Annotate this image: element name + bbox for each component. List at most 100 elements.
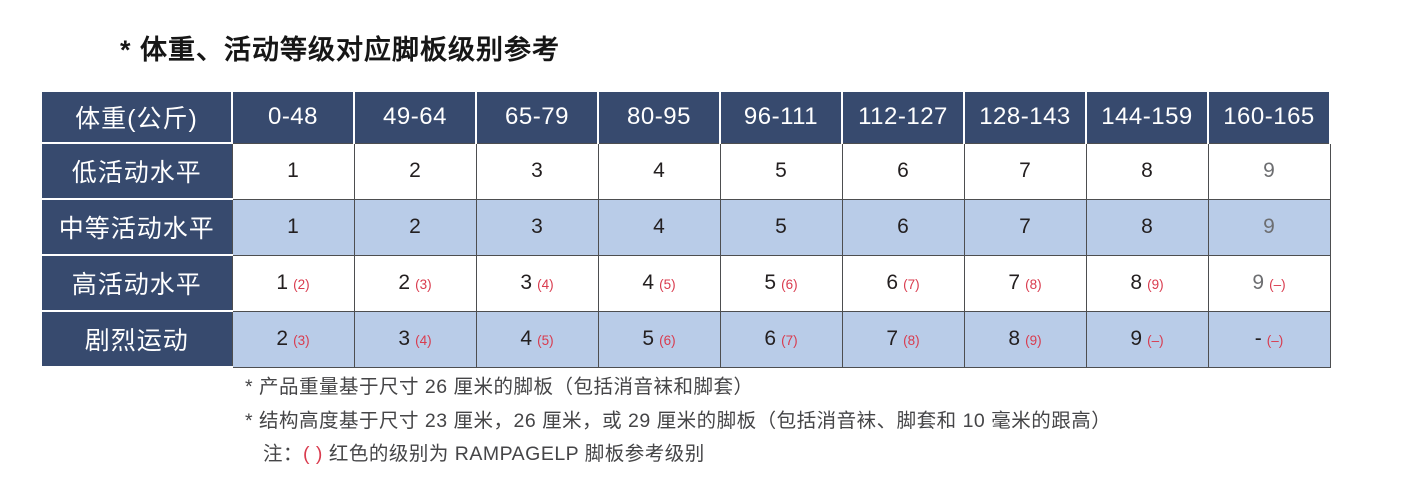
level-cell: 5 (6) xyxy=(719,254,843,312)
level-cell: 1 xyxy=(231,142,355,200)
level-value: 3 xyxy=(531,159,543,182)
level-cell: 7 (8) xyxy=(841,310,965,368)
level-value: 1 xyxy=(287,159,299,182)
row-label-cell: 低活动水平 xyxy=(42,142,233,200)
level-value: 6 xyxy=(897,159,909,182)
level-value: 8 xyxy=(1141,159,1153,182)
footnote-note-prefix: 注： xyxy=(263,443,304,465)
level-alt-value: (9) xyxy=(1147,277,1164,292)
range-header-cell: 0-48 xyxy=(231,92,355,144)
level-value: 3 xyxy=(398,327,411,350)
range-header-cell: 128-143 xyxy=(963,92,1087,144)
level-value: 8 xyxy=(1008,327,1021,350)
level-value: 9 xyxy=(1263,215,1275,238)
level-value: 2 xyxy=(398,271,411,294)
level-cell: 3 xyxy=(475,198,599,256)
row-label-cell: 高活动水平 xyxy=(42,254,233,312)
level-cell: 3 (4) xyxy=(475,254,599,312)
range-header-cell: 49-64 xyxy=(353,92,477,144)
level-alt-value: (3) xyxy=(293,333,310,348)
level-cell: 4 (5) xyxy=(475,310,599,368)
range-header-cell: 112-127 xyxy=(841,92,965,144)
activity-row-extreme: 剧烈运动 2 (3) 3 (4) 4 (5) 5 (6) 6 (7) 7 (8) 8 (9) … xyxy=(42,310,1331,368)
level-value: 6 xyxy=(886,271,899,294)
range-header-cell: 96-111 xyxy=(719,92,843,144)
level-cell: 6 xyxy=(841,198,965,256)
level-cell: 9 xyxy=(1207,142,1331,200)
level-alt-value: (2) xyxy=(293,277,310,292)
row-label-cell: 剧烈运动 xyxy=(42,310,233,368)
level-value: 9 xyxy=(1263,159,1275,182)
level-value: 2 xyxy=(276,327,289,350)
level-value: 5 xyxy=(775,159,787,182)
level-cell: 1 xyxy=(231,198,355,256)
row-label-cell: 中等活动水平 xyxy=(42,198,233,256)
level-value: 9 xyxy=(1130,327,1143,350)
level-alt-value: (8) xyxy=(1025,277,1042,292)
weight-activity-table: 体重(公斤) 0-48 49-64 65-79 80-95 96-111 112… xyxy=(42,92,1331,368)
level-value: 2 xyxy=(409,159,421,182)
level-value: - xyxy=(1254,327,1262,350)
range-header-cell: 160-165 xyxy=(1207,92,1331,144)
level-cell: 6 (7) xyxy=(841,254,965,312)
activity-row-medium: 中等活动水平 1 2 3 4 5 6 7 8 9 xyxy=(42,198,1331,256)
level-cell: 9 (–) xyxy=(1207,254,1331,312)
level-cell: 4 (5) xyxy=(597,254,721,312)
level-value: 4 xyxy=(653,215,665,238)
level-alt-value: (–) xyxy=(1266,333,1284,348)
level-cell: 7 xyxy=(963,198,1087,256)
level-value: 2 xyxy=(409,215,421,238)
level-cell: 9 xyxy=(1207,198,1331,256)
level-alt-value: (4) xyxy=(537,277,554,292)
level-alt-value: (–) xyxy=(1147,333,1164,348)
level-cell: 5 xyxy=(719,198,843,256)
footnote-product-weight: * 产品重量基于尺寸 26 厘米的脚板（包括消音袜和脚套） xyxy=(245,376,754,398)
range-header-cell: 80-95 xyxy=(597,92,721,144)
level-value: 7 xyxy=(886,327,899,350)
level-cell: 3 xyxy=(475,142,599,200)
level-value: 6 xyxy=(897,215,909,238)
level-value: 8 xyxy=(1141,215,1153,238)
level-cell: 8 (9) xyxy=(963,310,1087,368)
footnote-note-text: 红色的级别为 RAMPAGELP 脚板参考级别 xyxy=(322,443,705,465)
level-alt-value: (4) xyxy=(415,333,432,348)
level-cell: 4 xyxy=(597,198,721,256)
level-cell: 5 xyxy=(719,142,843,200)
level-cell: 9 (–) xyxy=(1085,310,1209,368)
page-title: * 体重、活动等级对应脚板级别参考 xyxy=(120,35,561,65)
level-value: 7 xyxy=(1019,215,1031,238)
level-cell: 7 (8) xyxy=(963,254,1087,312)
level-alt-value: (9) xyxy=(1025,333,1042,348)
weight-header-cell: 体重(公斤) xyxy=(42,92,233,144)
header-row: 体重(公斤) 0-48 49-64 65-79 80-95 96-111 112… xyxy=(42,92,1331,144)
level-value: 5 xyxy=(642,327,655,350)
footnote-red-note: 注：( ) 红色的级别为 RAMPAGELP 脚板参考级别 xyxy=(245,438,1111,472)
level-cell: 6 xyxy=(841,142,965,200)
level-value: 8 xyxy=(1130,271,1143,294)
activity-row-low: 低活动水平 1 2 3 4 5 6 7 8 9 xyxy=(42,142,1331,200)
level-alt-value: (8) xyxy=(903,333,920,348)
level-value: 5 xyxy=(764,271,777,294)
level-cell: - (–) xyxy=(1207,310,1331,368)
level-alt-value: (3) xyxy=(415,277,432,292)
level-value: 7 xyxy=(1008,271,1021,294)
level-value: 1 xyxy=(276,271,289,294)
level-cell: 2 xyxy=(353,198,477,256)
level-cell: 8 xyxy=(1085,198,1209,256)
level-cell: 1 (2) xyxy=(231,254,355,312)
activity-row-high: 高活动水平 1 (2) 2 (3) 3 (4) 4 (5) 5 (6) 6 (7) 7 (8)… xyxy=(42,254,1331,312)
level-value: 9 xyxy=(1252,271,1265,294)
level-value: 7 xyxy=(1019,159,1031,182)
level-cell: 2 (3) xyxy=(353,254,477,312)
level-cell: 2 (3) xyxy=(231,310,355,368)
footnote-build-height: * 结构高度基于尺寸 23 厘米，26 厘米，或 29 厘米的脚板（包括消音袜、… xyxy=(245,409,1112,432)
footnotes: * 产品重量基于尺寸 26 厘米的脚板（包括消音袜和脚套） * 结构高度基于尺寸… xyxy=(245,371,1111,472)
level-value: 3 xyxy=(531,215,543,238)
level-value: 3 xyxy=(520,271,533,294)
level-alt-value: (6) xyxy=(781,277,798,292)
level-cell: 6 (7) xyxy=(719,310,843,368)
level-value: 6 xyxy=(764,327,777,350)
level-cell: 3 (4) xyxy=(353,310,477,368)
range-header-cell: 144-159 xyxy=(1085,92,1209,144)
